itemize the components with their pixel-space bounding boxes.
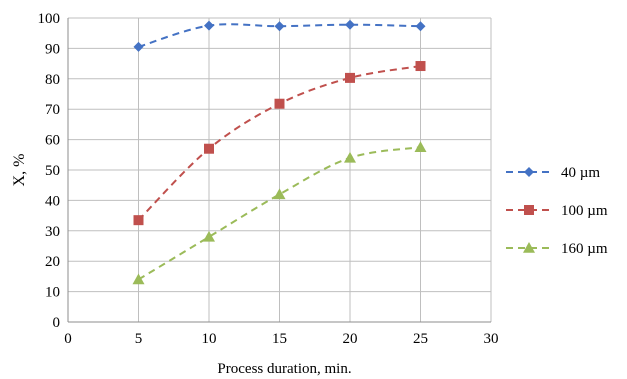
data-point bbox=[414, 141, 427, 152]
y-tick-label: 30 bbox=[45, 224, 60, 240]
data-point bbox=[132, 273, 145, 285]
data-point bbox=[203, 230, 215, 242]
x-tick-label: 0 bbox=[64, 331, 72, 347]
data-point bbox=[345, 19, 355, 30]
data-point bbox=[274, 98, 285, 109]
y-axis-label: X, % bbox=[11, 154, 28, 187]
data-point bbox=[345, 72, 355, 83]
y-tick-label: 60 bbox=[45, 133, 60, 149]
data-point bbox=[133, 41, 144, 52]
legend-entry: 160 µm bbox=[506, 241, 608, 257]
x-tick-label: 20 bbox=[343, 331, 358, 347]
data-point bbox=[204, 20, 214, 31]
grid bbox=[68, 17, 492, 322]
axes bbox=[67, 18, 491, 323]
data-point bbox=[415, 21, 426, 32]
x-axis-label: Process duration, min. bbox=[217, 361, 351, 377]
data-point bbox=[204, 143, 214, 154]
x-tick-label: 25 bbox=[413, 331, 428, 347]
legend-marker bbox=[523, 242, 535, 253]
series-1 bbox=[133, 19, 426, 52]
data-point bbox=[273, 188, 286, 200]
series-line bbox=[137, 146, 421, 281]
y-tick-label: 40 bbox=[45, 193, 60, 209]
y-tick-label: 10 bbox=[45, 285, 60, 301]
x-tick-labels: 0 5 10 15 20 25 30 bbox=[64, 331, 498, 347]
y-tick-label: 70 bbox=[45, 102, 60, 118]
data-point bbox=[415, 61, 426, 72]
y-tick-label: 80 bbox=[45, 72, 60, 88]
x-tick-label: 30 bbox=[484, 331, 499, 347]
series-2 bbox=[133, 61, 426, 226]
data-point bbox=[344, 151, 356, 163]
legend-label: 40 µm bbox=[561, 165, 600, 181]
y-tick-label: 0 bbox=[53, 315, 61, 331]
y-tick-label: 50 bbox=[45, 163, 60, 179]
legend-entry: 40 µm bbox=[506, 165, 600, 181]
y-tick-label: 100 bbox=[38, 11, 61, 27]
series-3 bbox=[132, 141, 427, 285]
legend-marker bbox=[524, 205, 534, 215]
x-tick-label: 5 bbox=[135, 331, 143, 347]
legend-marker bbox=[524, 167, 534, 177]
x-tick-label: 15 bbox=[272, 331, 287, 347]
series bbox=[132, 19, 427, 285]
legend-entry: 100 µm bbox=[506, 203, 608, 219]
y-tick-label: 90 bbox=[45, 41, 60, 57]
data-point bbox=[274, 21, 285, 32]
y-tick-labels: 0 10 20 30 40 50 60 70 80 90 100 bbox=[38, 11, 61, 331]
legend-label: 100 µm bbox=[561, 203, 608, 219]
legend: 40 µm 100 µm 160 µm bbox=[506, 165, 608, 257]
legend-label: 160 µm bbox=[561, 241, 608, 257]
y-tick-label: 20 bbox=[45, 254, 60, 270]
data-point bbox=[133, 215, 144, 226]
x-tick-label: 10 bbox=[202, 331, 217, 347]
